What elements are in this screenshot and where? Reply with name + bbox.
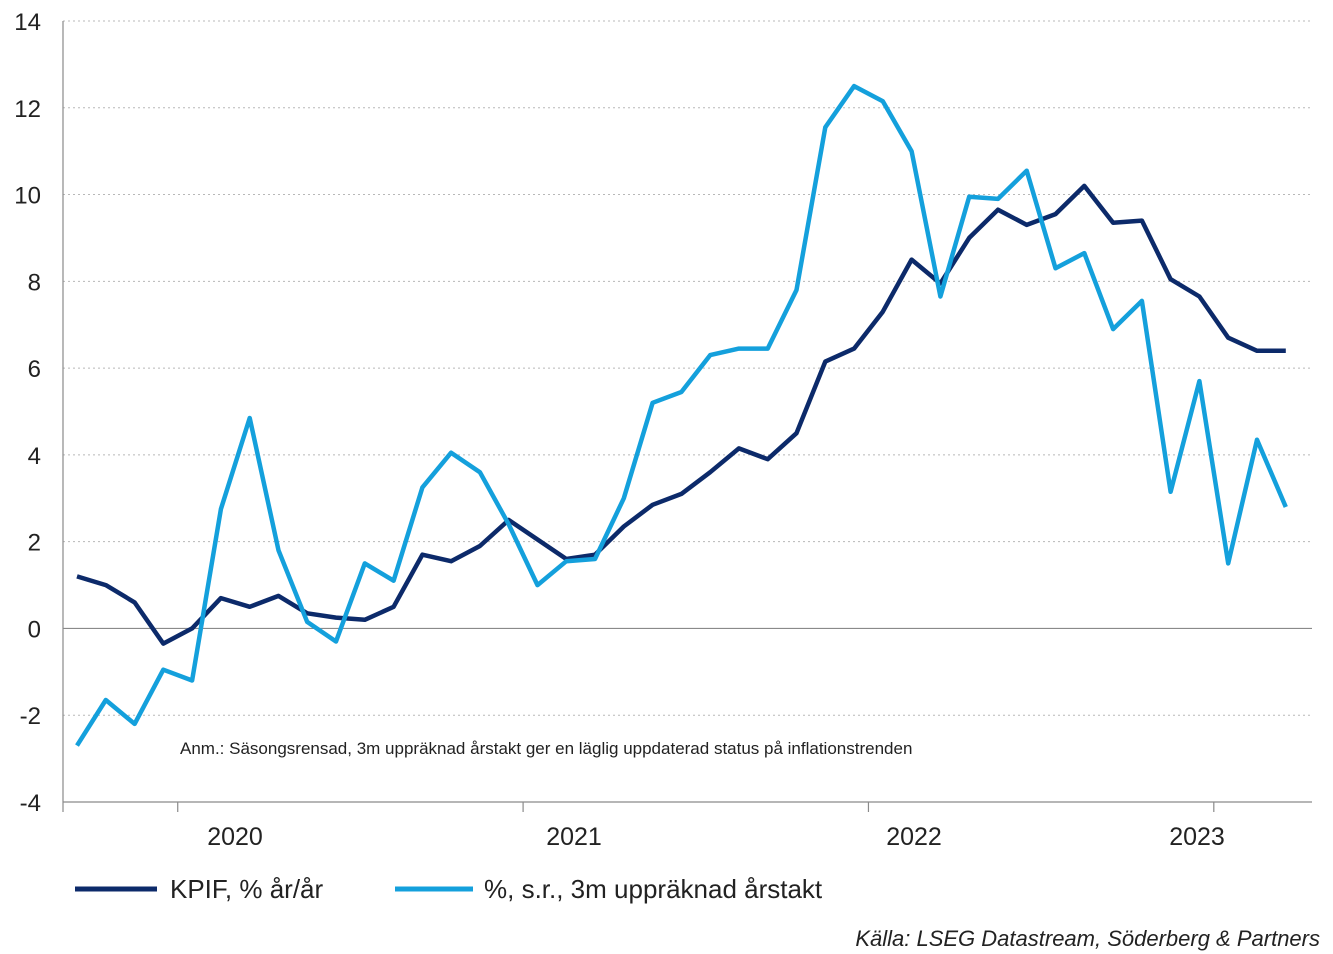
y-tick-label: 12 xyxy=(14,96,41,123)
legend: KPIF, % år/år %, s.r., 3m uppräknad årst… xyxy=(75,874,823,904)
y-tick-label: -4 xyxy=(20,790,41,817)
y-tick-label: 8 xyxy=(28,269,41,296)
legend-label-kpif: KPIF, % år/år xyxy=(170,874,323,904)
x-year-label: 2021 xyxy=(546,823,602,851)
x-year-label: 2023 xyxy=(1169,823,1225,851)
legend-label-3m: %, s.r., 3m uppräknad årstakt xyxy=(484,874,823,904)
series-line-kpif xyxy=(76,183,1286,646)
y-tick-label: 10 xyxy=(14,183,41,210)
series-line-3m-annualized xyxy=(75,83,1288,747)
chart-annotation: Anm.: Säsongsrensad, 3m uppräknad årstak… xyxy=(180,739,912,758)
x-axis-year-labels: 2020 2021 2022 2023 xyxy=(207,823,1225,851)
x-year-label: 2020 xyxy=(207,823,263,851)
gridlines xyxy=(63,20,1312,716)
y-tick-label: 0 xyxy=(28,616,41,643)
x-year-label: 2022 xyxy=(886,823,942,851)
y-tick-label: 14 xyxy=(14,9,41,36)
y-tick-label: -2 xyxy=(20,703,41,730)
series-lines xyxy=(75,83,1288,747)
source-note: Källa: LSEG Datastream, Söderberg & Part… xyxy=(855,926,1320,951)
y-tick-label: 4 xyxy=(28,443,41,470)
y-tick-label: 6 xyxy=(28,356,41,383)
y-tick-label: 2 xyxy=(28,530,41,557)
y-axis-tick-labels: -4 -2 0 2 4 6 8 10 12 14 xyxy=(14,9,41,817)
axes xyxy=(62,21,1312,812)
